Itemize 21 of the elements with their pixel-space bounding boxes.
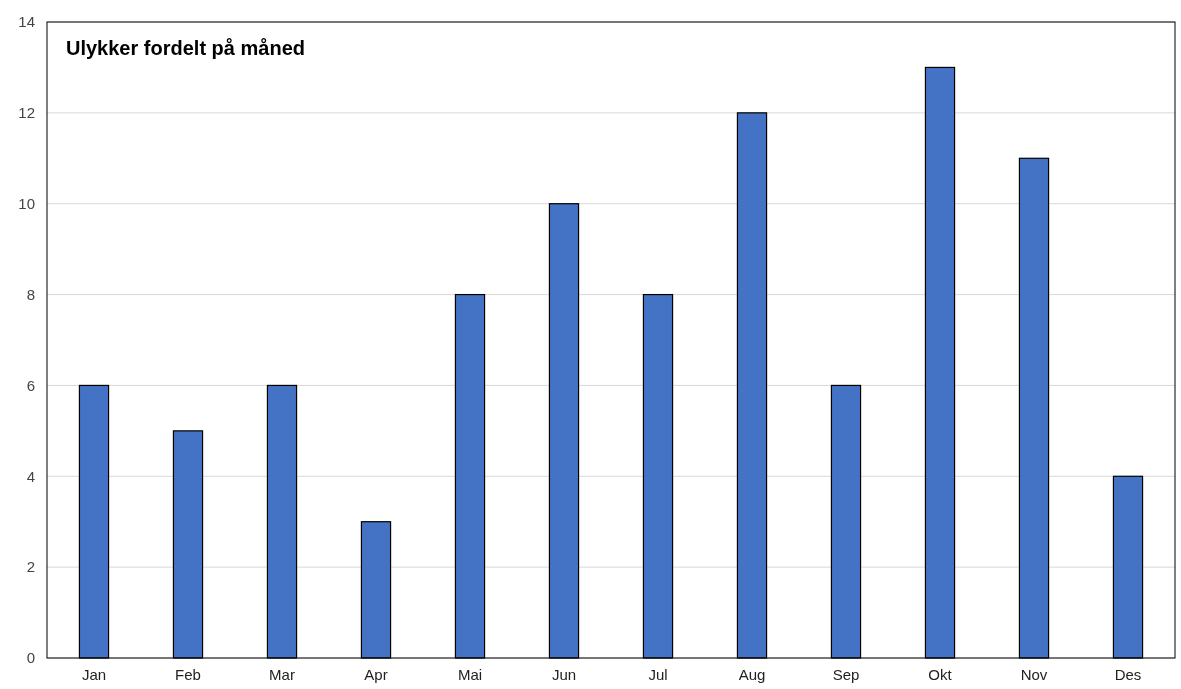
x-tick-label: Des: [1114, 666, 1142, 683]
x-tick-label: Aug: [738, 666, 766, 683]
y-tick-label: 0: [26, 649, 35, 667]
x-tick-label: Jul: [648, 666, 668, 683]
x-tick-label: Feb: [175, 666, 201, 683]
y-tick-label: 12: [18, 104, 35, 122]
y-tick-label: 6: [26, 376, 35, 394]
y-tick-label: 2: [26, 558, 35, 576]
y-tick-label: 10: [18, 194, 35, 212]
x-tick-label: Mai: [457, 666, 483, 683]
x-tick-label: Apr: [364, 666, 388, 683]
x-tick-label: Okt: [928, 666, 953, 683]
y-tick-label: 4: [26, 467, 35, 485]
x-tick-label: Mar: [269, 666, 295, 683]
x-tick-label: Jun: [551, 666, 577, 683]
x-tick-label: Nov: [1020, 666, 1048, 683]
y-tick-label: 14: [18, 13, 35, 31]
x-tick-label: Jan: [81, 666, 107, 683]
y-tick-label: 8: [26, 285, 35, 303]
x-tick-label: Sep: [832, 666, 860, 683]
text: Ulykker fordelt på måned: [66, 37, 305, 59]
